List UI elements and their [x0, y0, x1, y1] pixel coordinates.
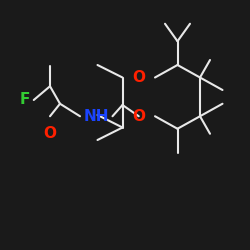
Text: NH: NH: [84, 109, 109, 124]
Text: O: O: [132, 70, 145, 85]
Text: O: O: [132, 109, 145, 124]
Text: O: O: [44, 126, 57, 141]
Text: F: F: [20, 92, 30, 108]
